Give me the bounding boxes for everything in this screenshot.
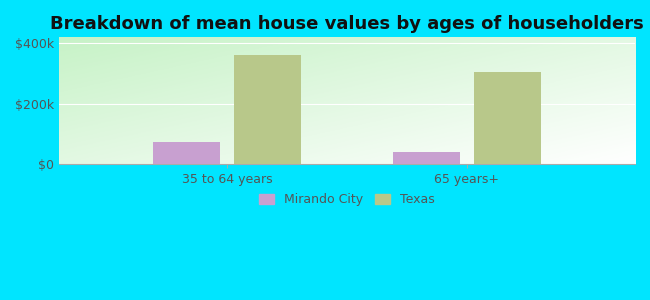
Bar <box>153 142 220 164</box>
Title: Breakdown of mean house values by ages of householders: Breakdown of mean house values by ages o… <box>50 15 644 33</box>
Bar <box>393 152 460 164</box>
Legend: Mirando City, Texas: Mirando City, Texas <box>254 188 440 211</box>
Bar <box>234 56 301 164</box>
Bar <box>474 72 541 164</box>
